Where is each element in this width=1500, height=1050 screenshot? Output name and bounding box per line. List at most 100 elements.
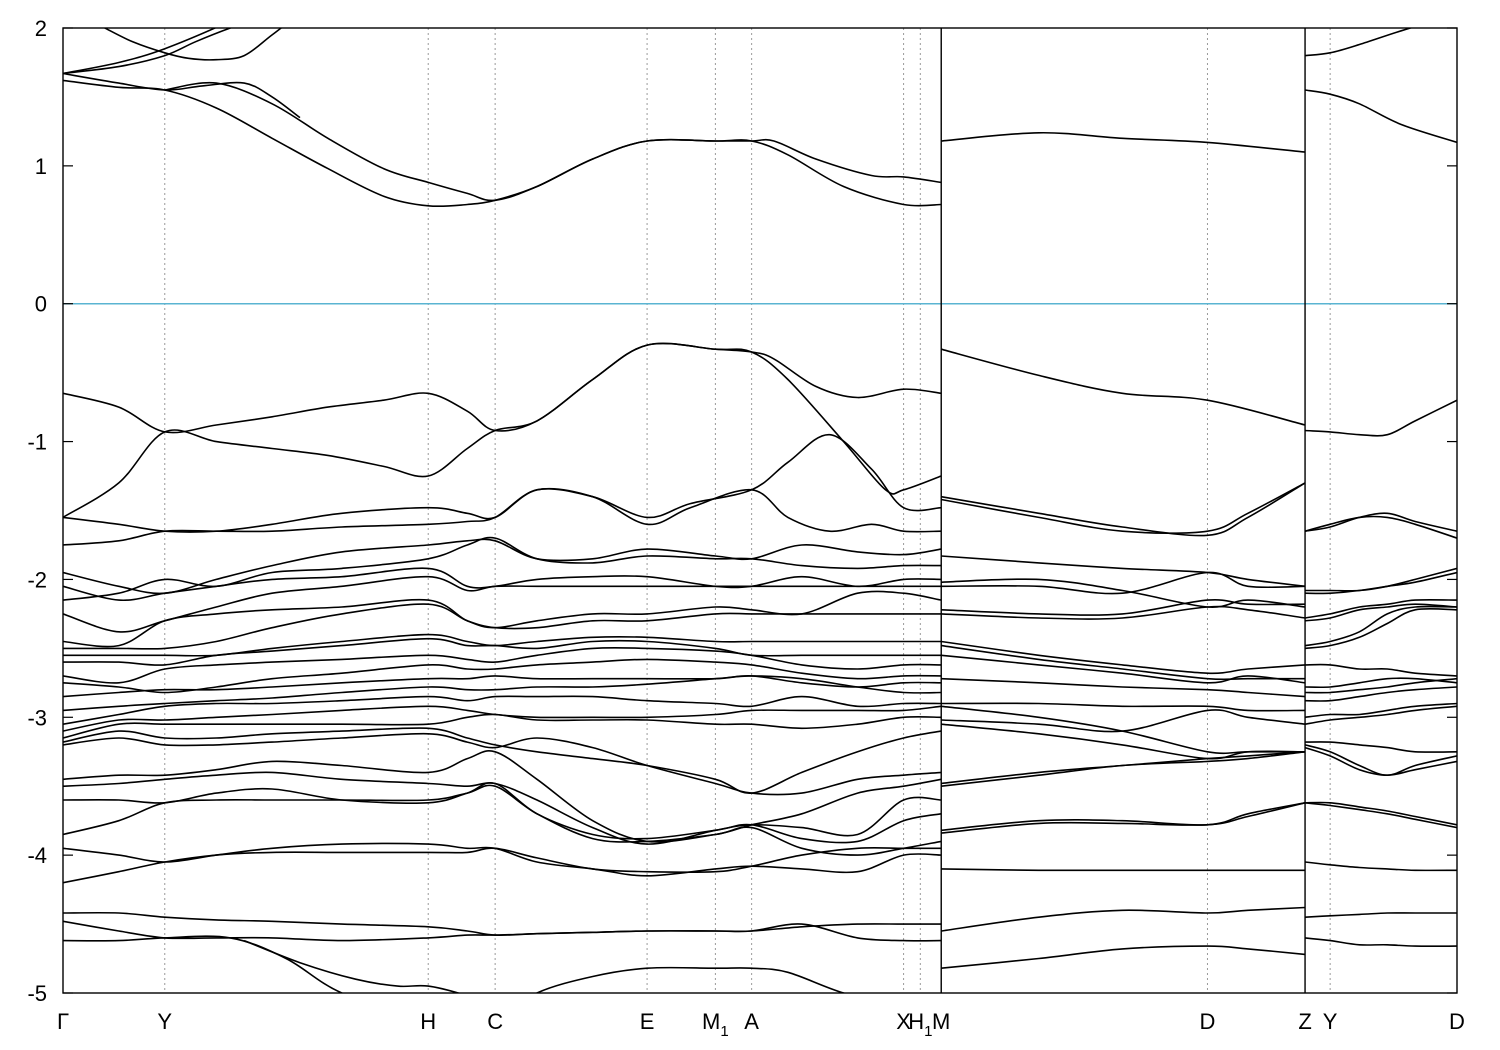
band-line xyxy=(941,751,1306,787)
band-line xyxy=(63,538,942,595)
kpoint-label: M1 xyxy=(702,1009,729,1040)
band-line xyxy=(941,723,1306,760)
band-line xyxy=(941,677,1306,698)
band-line xyxy=(63,674,942,698)
band-line xyxy=(941,906,1306,932)
band-line xyxy=(941,605,1306,620)
band-line xyxy=(63,342,942,519)
band-line xyxy=(1305,937,1457,948)
kpoint-label: M xyxy=(932,1009,950,1034)
band-line xyxy=(243,939,461,993)
band-line xyxy=(941,802,1306,834)
band-line xyxy=(941,945,1306,969)
band-line xyxy=(1305,686,1457,702)
band-line xyxy=(1305,607,1457,650)
kpoint-label: D xyxy=(1200,1009,1216,1034)
band-line xyxy=(941,598,1306,616)
y-tick-label: -3 xyxy=(27,705,47,730)
kpoint-label: E xyxy=(640,1009,655,1034)
band-line xyxy=(63,646,942,684)
band-line xyxy=(1304,515,1457,539)
band-line xyxy=(1305,801,1457,826)
band-line xyxy=(63,28,233,75)
band-line xyxy=(941,482,1306,534)
band-line xyxy=(1304,605,1457,647)
band-line xyxy=(1305,571,1457,595)
band-line xyxy=(63,781,942,844)
band-line xyxy=(104,28,283,61)
band-line xyxy=(63,658,942,694)
band-line xyxy=(941,571,1306,595)
band-line xyxy=(940,348,1306,426)
band-line xyxy=(63,771,942,845)
kpoint-label: Γ xyxy=(57,1009,69,1034)
y-axis-ticks: 2 1 0 -1 -2 -3 -4 -5 xyxy=(27,16,1457,1006)
band-line xyxy=(63,695,942,725)
band-line xyxy=(1305,702,1457,719)
band-line xyxy=(1305,741,1457,753)
kpoint-label: H xyxy=(420,1009,436,1034)
band-line xyxy=(63,72,301,119)
band-line xyxy=(1305,861,1457,872)
y-tick-label: 2 xyxy=(35,16,47,41)
band-line xyxy=(941,702,1306,712)
band-line xyxy=(941,482,1306,537)
band-line xyxy=(1304,746,1457,776)
band-line xyxy=(1304,512,1457,532)
band-line xyxy=(1304,744,1457,776)
kpoint-label: A xyxy=(744,1009,759,1034)
kpoint-label: Z xyxy=(1298,1009,1311,1034)
band-line xyxy=(1305,912,1457,918)
y-tick-label: -5 xyxy=(27,981,47,1006)
band-line xyxy=(63,750,942,843)
band-line xyxy=(941,644,1306,681)
band-line xyxy=(63,732,942,796)
kpoint-label: C xyxy=(487,1009,503,1034)
band-line xyxy=(1305,603,1457,622)
band-line xyxy=(941,709,1306,733)
band-line xyxy=(63,846,942,884)
band-line xyxy=(63,603,942,650)
kpoint-label: Y xyxy=(157,1009,172,1034)
y-tick-label: -4 xyxy=(27,843,47,868)
band-line xyxy=(63,713,942,739)
band-line xyxy=(63,920,942,942)
band-line xyxy=(941,640,1306,675)
band-line xyxy=(63,575,942,633)
kpoint-label: X xyxy=(896,1009,911,1034)
band-line xyxy=(63,342,942,434)
band-line xyxy=(1305,677,1457,689)
kpoint-label: H1 xyxy=(908,1009,932,1040)
band-line xyxy=(941,868,1306,872)
y-tick-label: 0 xyxy=(35,292,47,317)
band-line xyxy=(164,81,942,202)
band-line xyxy=(1305,28,1414,57)
band-line xyxy=(63,567,942,602)
band-line xyxy=(1305,663,1457,677)
band-line xyxy=(941,802,1306,832)
plot-frame xyxy=(62,27,1458,994)
band-line xyxy=(1305,677,1457,694)
band-line xyxy=(1305,399,1457,437)
band-line xyxy=(1304,705,1457,725)
kpoint-label: Y xyxy=(1323,1009,1338,1034)
band-line xyxy=(63,935,942,993)
axes-frame xyxy=(62,27,1458,994)
band-line xyxy=(63,727,942,794)
x-axis-kpoint-labels: Γ Y H C E M1 A XH1 M D Z Y D xyxy=(57,1009,1465,1040)
y-tick-label: -1 xyxy=(27,430,47,455)
band-line xyxy=(1304,89,1457,144)
y-tick-label: 1 xyxy=(35,154,47,179)
band-line xyxy=(63,637,942,666)
band-line xyxy=(941,578,1306,608)
band-line xyxy=(63,675,942,712)
band-lines xyxy=(63,28,1457,993)
band-line xyxy=(941,654,1306,684)
segment-breaks xyxy=(940,28,1306,993)
band-line xyxy=(63,487,942,546)
band-line xyxy=(63,784,942,856)
kpoint-label: D xyxy=(1449,1009,1465,1034)
y-tick-label: -2 xyxy=(27,567,47,592)
